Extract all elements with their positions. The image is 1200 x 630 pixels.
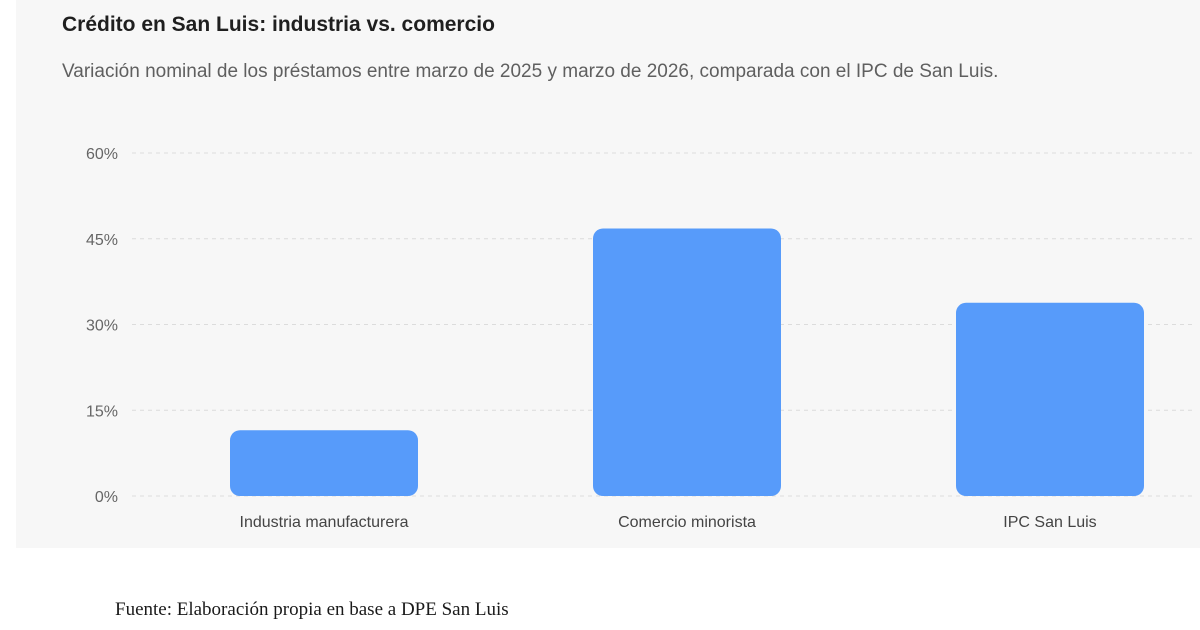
x-category-label: IPC San Luis [1003,514,1096,531]
y-tick-label: 15% [86,403,118,420]
chart-subtitle: Variación nominal de los préstamos entre… [62,61,999,82]
bar-2 [593,228,781,496]
y-tick-label: 30% [86,318,118,335]
bar-1 [230,430,418,496]
chart-title: Crédito en San Luis: industria vs. comer… [62,13,495,36]
y-axis-ticks: 0% 15% 30% 45% 60% [86,146,118,506]
x-category-label: Comercio minorista [618,514,756,531]
y-tick-label: 60% [86,146,118,163]
bars [230,228,1144,496]
bar-chart: 0% 15% 30% 45% 60% Industria manufacturera Co… [86,146,1196,531]
y-tick-label: 0% [95,489,118,506]
x-axis-labels: Industria manufacturera Comercio minorist… [240,514,1097,531]
y-tick-label: 45% [86,232,118,249]
bar-3 [956,302,1144,496]
x-category-label: Industria manufacturera [240,514,409,531]
source-note: Fuente: Elaboración propia en base a DPE… [115,599,509,620]
